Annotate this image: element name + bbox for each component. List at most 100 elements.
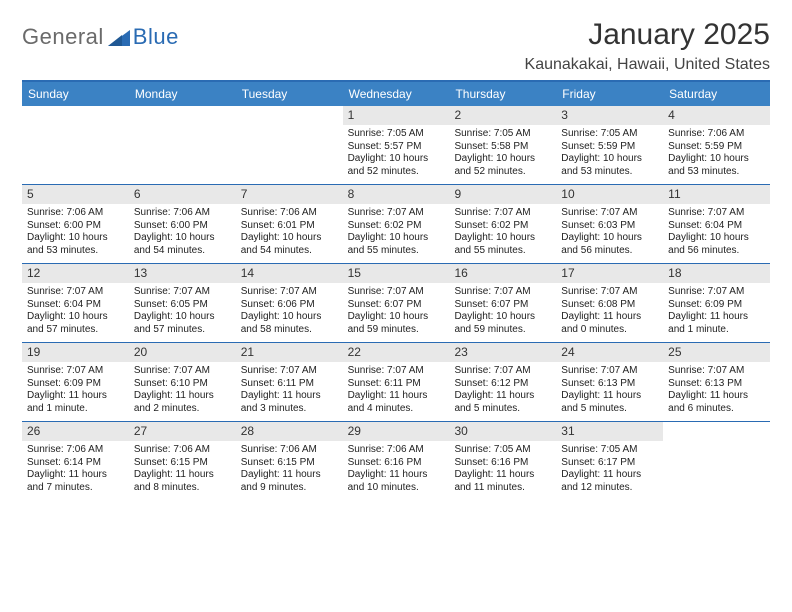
day-body: Sunrise: 7:05 AMSunset: 5:59 PMDaylight:… (556, 125, 663, 184)
day-number: 14 (236, 264, 343, 283)
sunset-text: Sunset: 6:00 PM (134, 220, 231, 233)
daylight-text: Daylight: 10 hours and 58 minutes. (241, 311, 338, 336)
week-row: 12Sunrise: 7:07 AMSunset: 6:04 PMDayligh… (22, 263, 770, 342)
daylight-text: Daylight: 11 hours and 10 minutes. (348, 469, 445, 494)
sunrise-text: Sunrise: 7:06 AM (27, 207, 124, 220)
day-cell: 28Sunrise: 7:06 AMSunset: 6:15 PMDayligh… (236, 422, 343, 500)
sunrise-text: Sunrise: 7:06 AM (27, 444, 124, 457)
day-cell: 15Sunrise: 7:07 AMSunset: 6:07 PMDayligh… (343, 264, 450, 342)
day-body: Sunrise: 7:07 AMSunset: 6:09 PMDaylight:… (22, 362, 129, 421)
day-body: Sunrise: 7:07 AMSunset: 6:13 PMDaylight:… (556, 362, 663, 421)
sunrise-text: Sunrise: 7:07 AM (561, 286, 658, 299)
week-row: 5Sunrise: 7:06 AMSunset: 6:00 PMDaylight… (22, 184, 770, 263)
day-number: 1 (343, 106, 450, 125)
day-number: 3 (556, 106, 663, 125)
daylight-text: Daylight: 11 hours and 7 minutes. (27, 469, 124, 494)
day-cell: 1Sunrise: 7:05 AMSunset: 5:57 PMDaylight… (343, 106, 450, 184)
sunrise-text: Sunrise: 7:07 AM (241, 286, 338, 299)
daylight-text: Daylight: 10 hours and 55 minutes. (348, 232, 445, 257)
day-number: 28 (236, 422, 343, 441)
sunrise-text: Sunrise: 7:07 AM (454, 207, 551, 220)
day-body: Sunrise: 7:05 AMSunset: 5:58 PMDaylight:… (449, 125, 556, 184)
day-body: Sunrise: 7:05 AMSunset: 6:16 PMDaylight:… (449, 441, 556, 500)
daylight-text: Daylight: 11 hours and 11 minutes. (454, 469, 551, 494)
logo-text-blue: Blue (133, 24, 179, 50)
sunrise-text: Sunrise: 7:06 AM (134, 444, 231, 457)
daylight-text: Daylight: 10 hours and 54 minutes. (241, 232, 338, 257)
sunrise-text: Sunrise: 7:05 AM (454, 128, 551, 141)
day-cell (236, 106, 343, 184)
sunrise-text: Sunrise: 7:07 AM (561, 207, 658, 220)
day-body: Sunrise: 7:07 AMSunset: 6:09 PMDaylight:… (663, 283, 770, 342)
day-cell: 2Sunrise: 7:05 AMSunset: 5:58 PMDaylight… (449, 106, 556, 184)
day-body: Sunrise: 7:06 AMSunset: 5:59 PMDaylight:… (663, 125, 770, 184)
day-cell: 8Sunrise: 7:07 AMSunset: 6:02 PMDaylight… (343, 185, 450, 263)
day-cell: 21Sunrise: 7:07 AMSunset: 6:11 PMDayligh… (236, 343, 343, 421)
day-body: Sunrise: 7:05 AMSunset: 5:57 PMDaylight:… (343, 125, 450, 184)
sunrise-text: Sunrise: 7:07 AM (241, 365, 338, 378)
day-cell: 4Sunrise: 7:06 AMSunset: 5:59 PMDaylight… (663, 106, 770, 184)
day-number: 16 (449, 264, 556, 283)
day-header: Thursday (449, 82, 556, 106)
day-body: Sunrise: 7:07 AMSunset: 6:11 PMDaylight:… (236, 362, 343, 421)
sunset-text: Sunset: 6:08 PM (561, 299, 658, 312)
sunrise-text: Sunrise: 7:06 AM (348, 444, 445, 457)
day-body: Sunrise: 7:07 AMSunset: 6:02 PMDaylight:… (343, 204, 450, 263)
title-block: January 2025 Kaunakakai, Hawaii, United … (525, 18, 770, 74)
daylight-text: Daylight: 11 hours and 9 minutes. (241, 469, 338, 494)
day-number: 2 (449, 106, 556, 125)
day-cell: 23Sunrise: 7:07 AMSunset: 6:12 PMDayligh… (449, 343, 556, 421)
day-number: 31 (556, 422, 663, 441)
daylight-text: Daylight: 11 hours and 0 minutes. (561, 311, 658, 336)
day-body: Sunrise: 7:07 AMSunset: 6:04 PMDaylight:… (663, 204, 770, 263)
day-header: Wednesday (343, 82, 450, 106)
sunrise-text: Sunrise: 7:07 AM (134, 286, 231, 299)
logo: General Blue (22, 18, 179, 50)
day-cell: 17Sunrise: 7:07 AMSunset: 6:08 PMDayligh… (556, 264, 663, 342)
day-number: 11 (663, 185, 770, 204)
day-header: Saturday (663, 82, 770, 106)
daylight-text: Daylight: 11 hours and 1 minute. (668, 311, 765, 336)
day-number: 13 (129, 264, 236, 283)
day-body: Sunrise: 7:07 AMSunset: 6:02 PMDaylight:… (449, 204, 556, 263)
day-cell: 29Sunrise: 7:06 AMSunset: 6:16 PMDayligh… (343, 422, 450, 500)
sunset-text: Sunset: 6:09 PM (668, 299, 765, 312)
sunrise-text: Sunrise: 7:07 AM (348, 286, 445, 299)
sunset-text: Sunset: 5:58 PM (454, 141, 551, 154)
day-number: 9 (449, 185, 556, 204)
day-body: Sunrise: 7:06 AMSunset: 6:00 PMDaylight:… (129, 204, 236, 263)
day-cell: 11Sunrise: 7:07 AMSunset: 6:04 PMDayligh… (663, 185, 770, 263)
day-cell: 13Sunrise: 7:07 AMSunset: 6:05 PMDayligh… (129, 264, 236, 342)
day-number: 30 (449, 422, 556, 441)
day-header: Monday (129, 82, 236, 106)
day-number: 20 (129, 343, 236, 362)
daylight-text: Daylight: 11 hours and 5 minutes. (561, 390, 658, 415)
calendar: Sunday Monday Tuesday Wednesday Thursday… (22, 80, 770, 500)
day-number: 29 (343, 422, 450, 441)
sunrise-text: Sunrise: 7:07 AM (454, 286, 551, 299)
day-number: 22 (343, 343, 450, 362)
day-body: Sunrise: 7:06 AMSunset: 6:16 PMDaylight:… (343, 441, 450, 500)
sunset-text: Sunset: 6:01 PM (241, 220, 338, 233)
sunset-text: Sunset: 5:59 PM (668, 141, 765, 154)
sunset-text: Sunset: 6:07 PM (454, 299, 551, 312)
sunset-text: Sunset: 6:13 PM (668, 378, 765, 391)
daylight-text: Daylight: 10 hours and 56 minutes. (668, 232, 765, 257)
calendar-page: General Blue January 2025 Kaunakakai, Ha… (0, 0, 792, 510)
day-cell: 27Sunrise: 7:06 AMSunset: 6:15 PMDayligh… (129, 422, 236, 500)
daylight-text: Daylight: 10 hours and 52 minutes. (348, 153, 445, 178)
day-cell: 3Sunrise: 7:05 AMSunset: 5:59 PMDaylight… (556, 106, 663, 184)
weeks-container: 1Sunrise: 7:05 AMSunset: 5:57 PMDaylight… (22, 106, 770, 500)
day-cell: 5Sunrise: 7:06 AMSunset: 6:00 PMDaylight… (22, 185, 129, 263)
sunset-text: Sunset: 5:59 PM (561, 141, 658, 154)
day-body: Sunrise: 7:07 AMSunset: 6:10 PMDaylight:… (129, 362, 236, 421)
day-number: 5 (22, 185, 129, 204)
daylight-text: Daylight: 10 hours and 52 minutes. (454, 153, 551, 178)
sunset-text: Sunset: 6:17 PM (561, 457, 658, 470)
sunset-text: Sunset: 6:16 PM (454, 457, 551, 470)
day-cell: 18Sunrise: 7:07 AMSunset: 6:09 PMDayligh… (663, 264, 770, 342)
day-body: Sunrise: 7:06 AMSunset: 6:00 PMDaylight:… (22, 204, 129, 263)
day-cell: 14Sunrise: 7:07 AMSunset: 6:06 PMDayligh… (236, 264, 343, 342)
day-header: Tuesday (236, 82, 343, 106)
sunset-text: Sunset: 6:15 PM (241, 457, 338, 470)
